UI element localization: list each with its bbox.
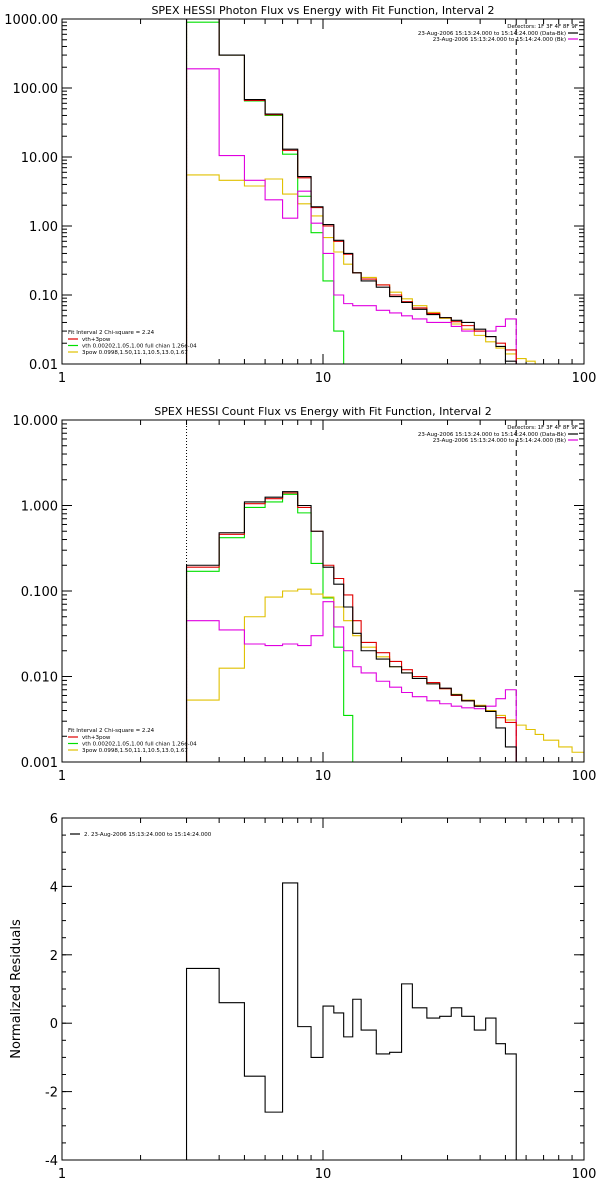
x-tick-label: 1 bbox=[58, 1167, 66, 1182]
x-minor-ticks-0 bbox=[61, 19, 585, 364]
series-line-bk bbox=[185, 68, 517, 364]
x-minor-ticks-2 bbox=[61, 818, 585, 1160]
chart-title-1: SPEX HESSI Count Flux vs Energy with Fit… bbox=[154, 405, 491, 418]
y-tick-label: -2 bbox=[45, 1086, 58, 1101]
series-group-0 bbox=[185, 19, 545, 364]
x-tick-label: 10 bbox=[315, 1167, 332, 1182]
legend-entry-label: 2. 23-Aug-2006 15:13:24.000 to 15:14:24.… bbox=[84, 832, 212, 838]
y-ticks-0 bbox=[62, 18, 584, 365]
series-line-vth-3pow bbox=[185, 19, 517, 364]
series-line-3pow bbox=[185, 588, 584, 762]
series-line-bk bbox=[185, 601, 517, 762]
fit-legend-header: Fit Interval 2 Chi-square = 2.24 bbox=[68, 330, 155, 336]
series-line-vth bbox=[185, 21, 345, 364]
fit-legend-label: vth+3pow bbox=[82, 735, 111, 741]
series-line-data-bk bbox=[185, 491, 517, 762]
y-tick-label: -4 bbox=[45, 1154, 58, 1169]
y-tick-label: 6 bbox=[50, 812, 58, 827]
x-tick-label: 10 bbox=[315, 371, 332, 386]
y-tick-label: 0 bbox=[50, 1017, 58, 1032]
plot-frame-2 bbox=[61, 817, 585, 1161]
series-group-1 bbox=[185, 491, 584, 762]
y-tick-label: 1000.00 bbox=[4, 13, 58, 28]
series-group-2 bbox=[185, 882, 517, 1160]
y-ticks-2 bbox=[62, 817, 584, 1161]
legend-entry-label: 23-Aug-2006 15:13:24.000 to 15:14:24.000… bbox=[418, 31, 566, 37]
fit-legend-label: 3pow 0.0998,1.50,11.1,10.5,13.0,1.67 bbox=[82, 748, 188, 754]
y-tick-label: 100.00 bbox=[13, 82, 59, 97]
legend-entry-label: 23-Aug-2006 15:13:24.000 to 15:14:24.000… bbox=[418, 432, 566, 438]
legend-header: Detectors: 1F 3F 4F 8F 9F bbox=[507, 425, 578, 431]
x-tick-label: 100 bbox=[572, 1167, 597, 1182]
fit-legend-label: vth 0.00202,1.05,1.00 full chian 1.26e-0… bbox=[82, 344, 197, 350]
y-tick-label: 1.00 bbox=[29, 220, 58, 235]
y-tick-label: 1.000 bbox=[21, 500, 58, 515]
fit-legend-header: Fit Interval 2 Chi-square = 2.24 bbox=[68, 728, 155, 734]
series-line-3pow bbox=[185, 174, 545, 364]
fit-legend-label: 3pow 0.0998,1.50,11.1,10.5,13.0,1.67 bbox=[82, 350, 188, 356]
y-axis-label-2: Normalized Residuals bbox=[9, 919, 24, 1059]
x-tick-label: 100 bbox=[572, 769, 597, 784]
fit-legend-label: vth+3pow bbox=[82, 337, 111, 343]
fit-legend-label: vth 0.00202,1.05,1.00 full chian 1.26e-0… bbox=[82, 742, 197, 748]
y-tick-label: 4 bbox=[50, 880, 58, 895]
series-line-residuals bbox=[185, 882, 517, 1160]
y-tick-label: 0.01 bbox=[29, 358, 58, 373]
x-tick-label: 1 bbox=[58, 769, 66, 784]
series-line-data-bk bbox=[185, 19, 517, 364]
y-tick-label: 10.000 bbox=[13, 414, 59, 429]
y-tick-label: 0.100 bbox=[21, 585, 58, 600]
series-line-vth bbox=[185, 493, 354, 762]
plot-frame-1 bbox=[61, 419, 585, 763]
y-tick-label: 10.00 bbox=[21, 151, 58, 166]
x-tick-label: 100 bbox=[572, 371, 597, 386]
y-tick-label: 0.001 bbox=[21, 756, 58, 771]
chart-title-0: SPEX HESSI Photon Flux vs Energy with Fi… bbox=[151, 4, 494, 17]
series-line-vth-3pow bbox=[185, 492, 517, 762]
x-tick-label: 1 bbox=[58, 371, 66, 386]
x-tick-label: 10 bbox=[315, 769, 332, 784]
legend-entry-label: 23-Aug-2006 15:13:24.000 to 15:14:24.000… bbox=[433, 438, 566, 444]
y-tick-label: 0.010 bbox=[21, 671, 58, 686]
y-tick-label: 2 bbox=[50, 949, 58, 964]
legend-entry-label: 23-Aug-2006 15:13:24.000 to 15:14:24.000… bbox=[433, 37, 566, 43]
y-tick-label: 0.10 bbox=[29, 289, 58, 304]
plot-frame-0 bbox=[61, 18, 585, 365]
legend-header: Detectors: 1F 3F 4F 8F 9F bbox=[507, 24, 578, 30]
